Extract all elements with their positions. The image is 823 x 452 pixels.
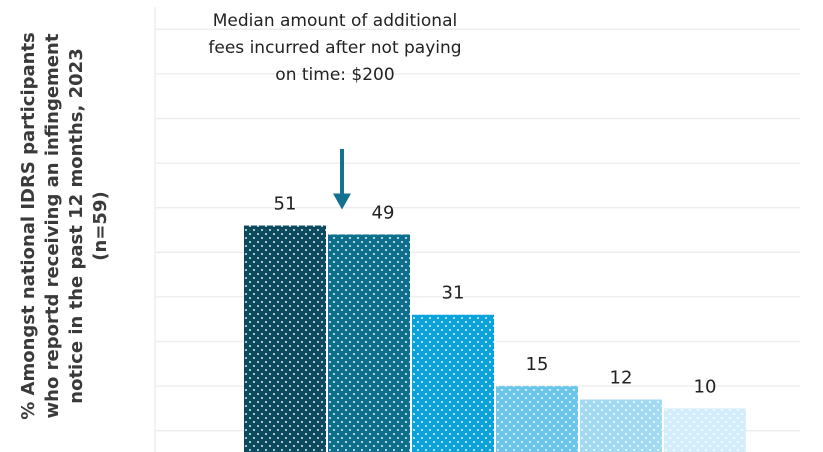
bar-3-texture: [412, 314, 494, 452]
annotation-arrow: [333, 149, 351, 210]
data-label-2: 49: [372, 202, 395, 223]
data-label-4: 15: [526, 354, 549, 375]
bars: [244, 225, 746, 452]
bar-6-texture: [664, 408, 746, 452]
data-label-3: 31: [442, 283, 465, 304]
bar-2-texture: [328, 234, 410, 452]
data-label-1: 51: [274, 194, 297, 215]
bar-1-texture: [244, 225, 326, 452]
data-labels: 51 49 31 15 12 10: [274, 194, 717, 398]
data-label-6: 10: [694, 376, 717, 397]
annotation-text: Median amount of additional fees incurre…: [208, 11, 462, 85]
data-label-5: 12: [610, 367, 633, 388]
arrow-head: [333, 193, 351, 210]
bar-4-texture: [496, 386, 578, 452]
bar-5-texture: [580, 399, 662, 452]
